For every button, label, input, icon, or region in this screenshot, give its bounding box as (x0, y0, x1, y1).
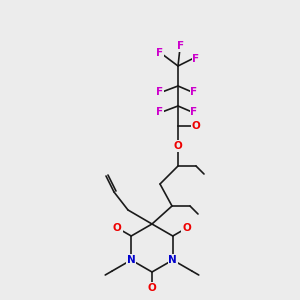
Text: N: N (168, 255, 177, 265)
Text: F: F (156, 48, 164, 58)
Text: F: F (192, 54, 200, 64)
Text: N: N (127, 255, 136, 265)
Text: F: F (190, 107, 198, 117)
Text: O: O (182, 223, 191, 233)
Text: F: F (190, 87, 198, 97)
Text: O: O (192, 121, 200, 131)
Text: O: O (148, 283, 156, 293)
Text: O: O (113, 223, 122, 233)
Text: F: F (156, 107, 164, 117)
Text: F: F (156, 87, 164, 97)
Text: O: O (174, 141, 182, 151)
Text: F: F (177, 41, 184, 51)
